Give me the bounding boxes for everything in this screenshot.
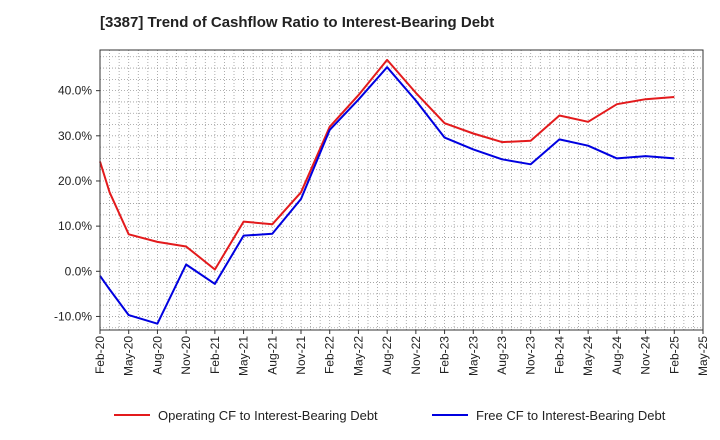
x-tick-label: Nov-20 bbox=[179, 336, 193, 375]
legend-label-operating-cf: Operating CF to Interest-Bearing Debt bbox=[158, 407, 378, 423]
y-tick-label: -10.0% bbox=[54, 309, 92, 323]
y-tick-label: 0.0% bbox=[65, 264, 93, 278]
x-tick-label: Feb-20 bbox=[93, 336, 107, 374]
x-tick-label: Aug-20 bbox=[150, 336, 164, 375]
legend-item-operating-cf: Operating CF to Interest-Bearing Debt bbox=[114, 404, 378, 426]
legend-swatch-operating-cf bbox=[114, 414, 150, 416]
x-tick-label: Feb-25 bbox=[667, 336, 681, 374]
series-line-free-cf bbox=[99, 66, 675, 325]
legend-swatch-free-cf bbox=[432, 414, 468, 416]
x-tick-label: Nov-23 bbox=[524, 336, 538, 375]
x-tick-label: May-23 bbox=[466, 336, 480, 376]
x-tick-label: May-24 bbox=[581, 336, 595, 376]
x-tick-label: May-25 bbox=[696, 336, 710, 376]
series-line-operating-cf bbox=[99, 58, 675, 271]
x-tick-label: May-21 bbox=[237, 336, 251, 376]
y-tick-label: 20.0% bbox=[58, 174, 92, 188]
x-tick-label: May-22 bbox=[351, 336, 365, 376]
x-tick-labels: Feb-20 May-20 Aug-20 Nov-20 Feb-21 May-21 Aug-… bbox=[93, 330, 710, 376]
x-tick-label: Feb-23 bbox=[438, 336, 452, 374]
x-tick-label: Nov-22 bbox=[409, 336, 423, 375]
x-tick-label: Nov-24 bbox=[639, 336, 653, 375]
x-tick-label: May-20 bbox=[122, 336, 136, 376]
x-tick-label: Aug-23 bbox=[495, 336, 509, 375]
x-tick-label: Aug-22 bbox=[380, 336, 394, 375]
x-tick-label: Feb-22 bbox=[323, 336, 337, 374]
axes bbox=[99, 49, 704, 331]
y-tick-label: 40.0% bbox=[58, 84, 92, 98]
y-tick-label: 10.0% bbox=[58, 219, 92, 233]
plot-frame bbox=[99, 49, 704, 331]
legend: Operating CF to Interest-Bearing Debt Fr… bbox=[0, 404, 720, 426]
x-tick-label: Feb-24 bbox=[552, 336, 566, 374]
chart-title: [3387] Trend of Cashflow Ratio to Intere… bbox=[100, 14, 495, 31]
legend-item-free-cf: Free CF to Interest-Bearing Debt bbox=[432, 404, 665, 426]
x-tick-label: Nov-21 bbox=[294, 336, 308, 375]
x-tick-label: Aug-21 bbox=[265, 336, 279, 375]
y-tick-labels: -10.0% 0.0% 10.0% 20.0% 30.0% 40.0% bbox=[54, 84, 100, 323]
y-tick-label: 30.0% bbox=[58, 129, 92, 143]
x-tick-label: Aug-24 bbox=[610, 336, 624, 375]
series-layer bbox=[99, 58, 675, 325]
grid bbox=[99, 50, 704, 330]
legend-label-free-cf: Free CF to Interest-Bearing Debt bbox=[476, 407, 666, 423]
x-tick-label: Feb-21 bbox=[208, 336, 222, 374]
